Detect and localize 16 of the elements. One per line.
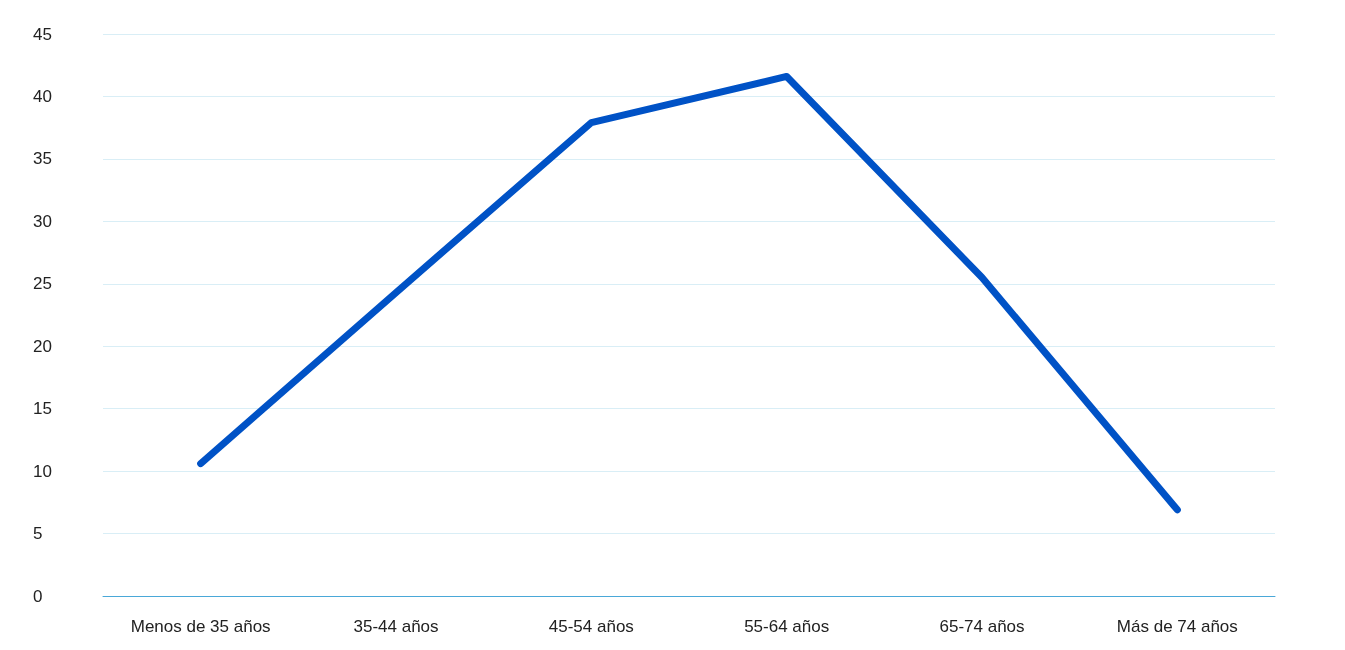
y-tick-label: 20 [33, 336, 52, 356]
x-tick-label: Más de 74 años [1116, 617, 1238, 636]
y-tick-label: 40 [33, 86, 52, 106]
x-tick-label: 45-54 años [548, 617, 634, 636]
y-tick-label: 45 [33, 24, 52, 44]
y-tick-label: 5 [33, 524, 43, 544]
y-tick-label: 10 [33, 461, 52, 481]
y-tick-label: 25 [33, 274, 52, 294]
y-tick-label: 30 [33, 211, 52, 231]
x-tick-label: 35-44 años [353, 617, 439, 636]
x-tick-label: Menos de 35 años [130, 617, 271, 636]
x-tick-label: 65-74 años [939, 617, 1025, 636]
y-tick-label: 0 [33, 586, 43, 606]
x-tick-label: 55-64 años [744, 617, 830, 636]
y-tick-label: 35 [33, 149, 52, 169]
y-tick-label: 15 [33, 399, 52, 419]
